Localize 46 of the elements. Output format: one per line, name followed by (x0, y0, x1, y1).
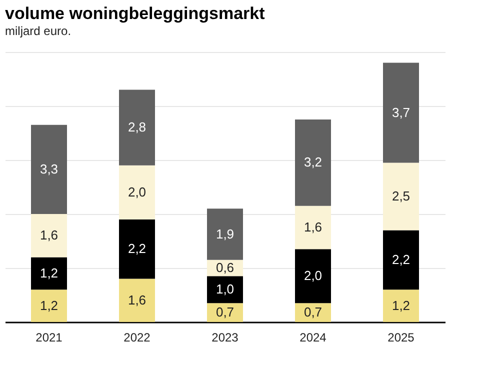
bar (207, 303, 243, 322)
data-label: 0,7 (304, 304, 322, 320)
data-label: 1,6 (40, 228, 58, 243)
data-label: 3,7 (392, 104, 410, 120)
bar (383, 162, 419, 230)
x-tick-label: 2024 (300, 330, 327, 344)
bar (31, 214, 67, 258)
chart-subtitle: miljard euro. (5, 24, 72, 38)
bar (383, 230, 419, 290)
x-tick-label: 2022 (124, 330, 151, 344)
data-label: 1,6 (304, 220, 322, 234)
bar (295, 249, 331, 304)
data-label: 2,0 (128, 184, 146, 200)
bar (295, 303, 331, 322)
data-label: 2,2 (128, 241, 146, 256)
x-tick-label: 2025 (388, 330, 415, 344)
data-label: 1,2 (40, 298, 58, 313)
bar (207, 208, 243, 260)
bar (295, 120, 331, 206)
bar (31, 257, 67, 290)
bar (383, 290, 419, 322)
data-label: 2,2 (392, 252, 410, 267)
bar (119, 278, 155, 322)
chart-title: volume woningbeleggingsmarkt (5, 4, 266, 23)
bar (295, 206, 331, 250)
bar (383, 62, 419, 163)
data-label: 0,6 (216, 260, 234, 275)
bar (119, 90, 155, 166)
x-tick-label: 2023 (212, 330, 239, 344)
bar (31, 124, 67, 214)
data-label: 2,0 (304, 268, 322, 284)
data-label: 0,7 (216, 304, 234, 320)
data-label: 3,2 (304, 154, 322, 170)
data-label: 1,2 (392, 298, 410, 313)
data-label: 2,8 (128, 120, 146, 135)
data-label: 1,2 (40, 265, 58, 280)
bar (119, 219, 155, 279)
bar (119, 165, 155, 220)
bar (207, 276, 243, 304)
x-tick-label: 2021 (36, 330, 63, 344)
data-label: 2,5 (392, 188, 410, 204)
bar (31, 290, 67, 322)
data-label: 3,3 (40, 161, 58, 176)
data-label: 1,9 (216, 226, 234, 242)
data-label: 1,6 (128, 292, 146, 308)
data-label: 1,0 (216, 282, 234, 297)
